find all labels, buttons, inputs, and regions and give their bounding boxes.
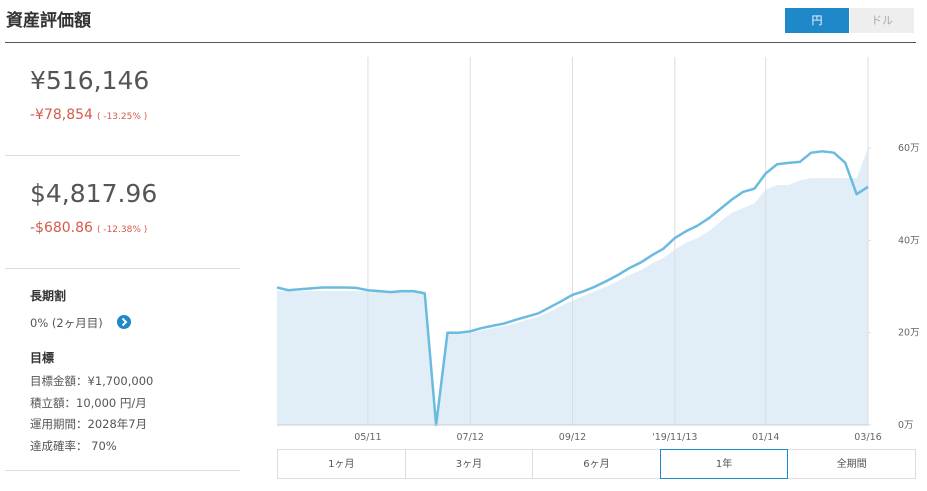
period-button[interactable]: 全期間 [787,449,916,479]
x-tick-label: 03/16 [854,432,881,443]
goal-title: 目標 [30,351,55,365]
separator [5,470,240,471]
chart: 0万 20万 40万 60万 05/11 07/12 09/12 '19/11/13 01/14… [276,57,920,443]
area [277,148,868,426]
period-button[interactable]: 1ヶ月 [277,449,406,479]
usd-value: $4,817.96 [30,179,158,208]
discount-title: 長期割 [30,289,67,303]
toggle-dollar[interactable]: ドル [850,8,914,33]
goal-item: 積立額：10,000 円/月 [30,395,147,410]
discount-text: 0% (2ヶ月目) [30,316,103,330]
period-button[interactable]: 1年 [659,449,789,479]
x-tick-label: 05/11 [354,432,381,443]
usd-change-pct: ( -12.38% ) [96,225,148,235]
usd-change: -$680.86( -12.38% ) [30,220,147,236]
y-tick-label: 0万 [898,420,914,431]
goal-item: 運用期間：2028年7月 [30,417,148,432]
jpy-change: -¥78,854( -13.25% ) [30,107,147,123]
x-tick-label: 09/12 [559,432,586,443]
jpy-value: ¥516,146 [30,66,150,95]
jpy-change-pct: ( -13.25% ) [96,112,148,122]
y-tick-label: 40万 [898,235,920,246]
separator [5,155,240,156]
separator [5,268,240,269]
arrow-button[interactable] [116,314,132,330]
y-tick-label: 20万 [898,328,920,339]
goal-item: 達成確率： 70% [30,439,117,454]
usd-change-amount: -$680.86 [30,220,93,236]
page-title: 資産評価額 [6,11,91,31]
line [276,150,869,427]
y-tick-label: 60万 [898,143,920,154]
goal-item: 目標金額：¥1,700,000 [30,374,154,388]
jpy-change-amount: -¥78,854 [30,107,93,123]
toggle-yen[interactable]: 円 [785,8,849,33]
x-tick-label: '19/11/13 [652,432,697,443]
period-button[interactable]: 6ヶ月 [532,449,661,479]
x-tick-label: 01/14 [752,432,779,443]
period-button[interactable]: 3ヶ月 [404,449,534,479]
title-rule [5,42,916,43]
x-tick-label: 07/12 [457,432,484,443]
